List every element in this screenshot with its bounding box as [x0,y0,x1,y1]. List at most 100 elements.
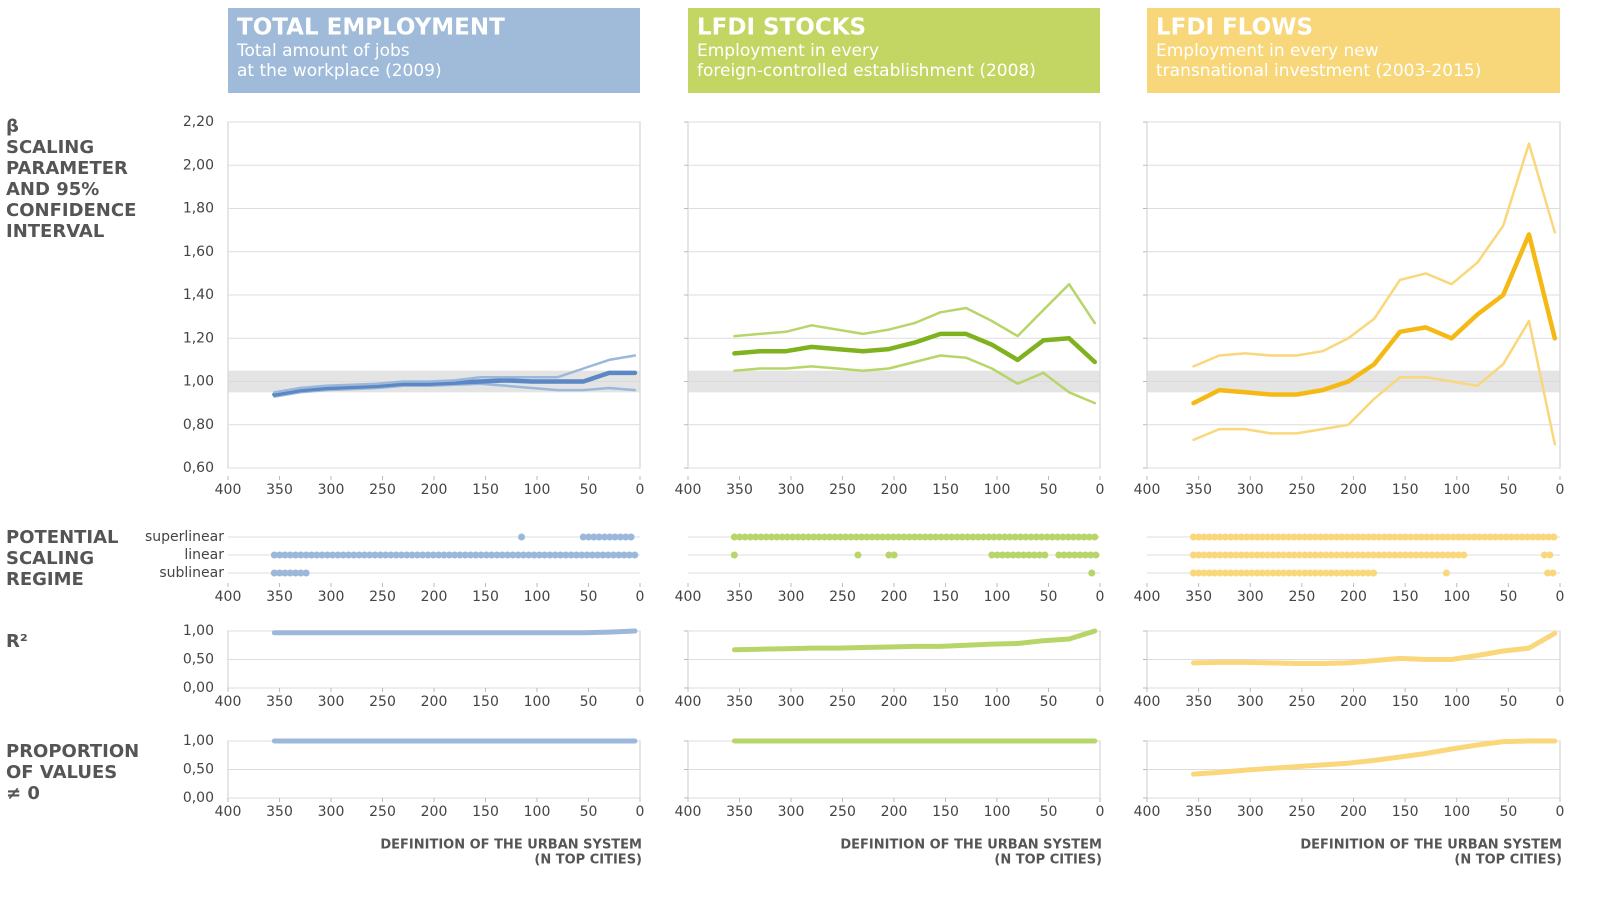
category-label: sublinear [159,565,224,581]
x-tick-label: 50 [1499,589,1517,605]
x-tick-label: 300 [318,589,345,605]
x-tick-label: 300 [778,804,805,820]
x-tick-label: 100 [1443,589,1470,605]
x-tick-label: 400 [675,804,702,820]
y-tick-label: 0,50 [183,652,214,668]
x-tick-label: 400 [215,589,242,605]
x-tick-label: 200 [421,589,448,605]
y-tick-label: 1,00 [183,374,214,390]
x-tick-label: 300 [1237,694,1264,710]
y-tick-label: 1,00 [183,733,214,749]
x-tick-label: 50 [1040,804,1058,820]
x-tick-label: 50 [1499,694,1517,710]
data-line [733,354,1097,405]
x-tick-label: 100 [524,482,551,498]
x-axis-title: DEFINITION OF THE URBAN SYSTEM [1300,838,1562,853]
x-tick-label: 200 [421,804,448,820]
x-tick-label: 150 [1392,589,1419,605]
row-label: REGIME [6,569,84,590]
y-tick-label: 1,40 [183,287,214,303]
x-tick-label: 350 [1185,694,1212,710]
x-tick-label: 0 [1096,694,1105,710]
x-tick-label: 250 [1289,694,1316,710]
x-tick-label: 150 [472,804,499,820]
data-line [1191,738,1558,777]
x-tick-label: 200 [1340,482,1367,498]
x-tick-label: 400 [215,694,242,710]
x-tick-label: 100 [524,589,551,605]
regime-dot [1442,569,1450,577]
y-tick-label: 2,20 [183,114,214,130]
y-tick-label: 1,00 [183,623,214,639]
row-label: R² [6,631,28,652]
regime-dot [854,551,862,559]
y-tick-label: 0,00 [183,790,214,806]
header-subtitle: transnational investment (2003-2015) [1156,61,1481,81]
x-tick-label: 400 [1134,694,1161,710]
x-tick-label: 200 [881,589,908,605]
x-tick-label: 200 [881,482,908,498]
y-tick-label: 1,80 [183,201,214,217]
x-tick-label: 250 [369,589,396,605]
x-tick-label: 250 [829,589,856,605]
x-tick-label: 100 [984,589,1011,605]
data-line [273,354,637,394]
data-line [1192,142,1557,368]
regime-dot [730,551,738,559]
x-tick-label: 0 [1096,482,1105,498]
x-tick-label: 250 [829,694,856,710]
x-tick-label: 300 [778,482,805,498]
x-tick-label: 50 [1499,804,1517,820]
header-box [1147,8,1560,93]
row-label: CONFIDENCE [6,200,136,221]
header-title: LFDI STOCKS [697,15,866,41]
x-tick-label: 350 [266,694,293,710]
x-tick-label: 250 [369,694,396,710]
x-tick-label: 0 [1096,804,1105,820]
header-subtitle: foreign-controlled establishment (2008) [697,61,1036,81]
y-tick-label: 1,20 [183,330,214,346]
x-tick-label: 150 [932,589,959,605]
x-tick-label: 150 [932,694,959,710]
x-tick-label: 0 [636,482,645,498]
x-tick-label: 0 [1556,694,1565,710]
x-tick-label: 350 [726,589,753,605]
x-tick-label: 300 [1237,589,1264,605]
x-tick-label: 100 [1443,482,1470,498]
x-tick-label: 150 [472,482,499,498]
row-label: PROPORTION [6,741,139,762]
x-tick-label: 50 [1499,482,1517,498]
x-tick-label: 400 [215,804,242,820]
data-line [272,370,638,397]
row-label: OF VALUES [6,762,117,783]
x-tick-label: 400 [215,482,242,498]
x-tick-label: 300 [318,482,345,498]
x-tick-label: 200 [881,804,908,820]
x-tick-label: 0 [1096,589,1105,605]
category-label: superlinear [145,529,224,545]
x-tick-label: 200 [1340,694,1367,710]
x-axis-title: DEFINITION OF THE URBAN SYSTEM [380,838,642,853]
x-tick-label: 350 [1185,589,1212,605]
category-label: linear [184,547,224,563]
x-tick-label: 350 [1185,482,1212,498]
x-tick-label: 350 [726,804,753,820]
row-label: PARAMETER [6,158,128,179]
header-subtitle: Employment in every new [1156,41,1379,61]
header-title: LFDI FLOWS [1156,15,1313,41]
x-tick-label: 150 [932,804,959,820]
header-subtitle: Total amount of jobs [236,41,410,61]
x-tick-label: 350 [1185,804,1212,820]
x-tick-label: 400 [675,589,702,605]
x-tick-label: 0 [1556,589,1565,605]
x-axis-title: (N TOP CITIES) [994,853,1102,868]
x-tick-label: 0 [1556,482,1565,498]
y-tick-label: 0,60 [183,460,214,476]
x-axis-title: (N TOP CITIES) [534,853,642,868]
header-subtitle: at the workplace (2009) [237,61,442,81]
x-tick-label: 0 [636,694,645,710]
reference-band [688,370,1100,393]
x-tick-label: 100 [524,694,551,710]
data-line [1192,319,1557,446]
